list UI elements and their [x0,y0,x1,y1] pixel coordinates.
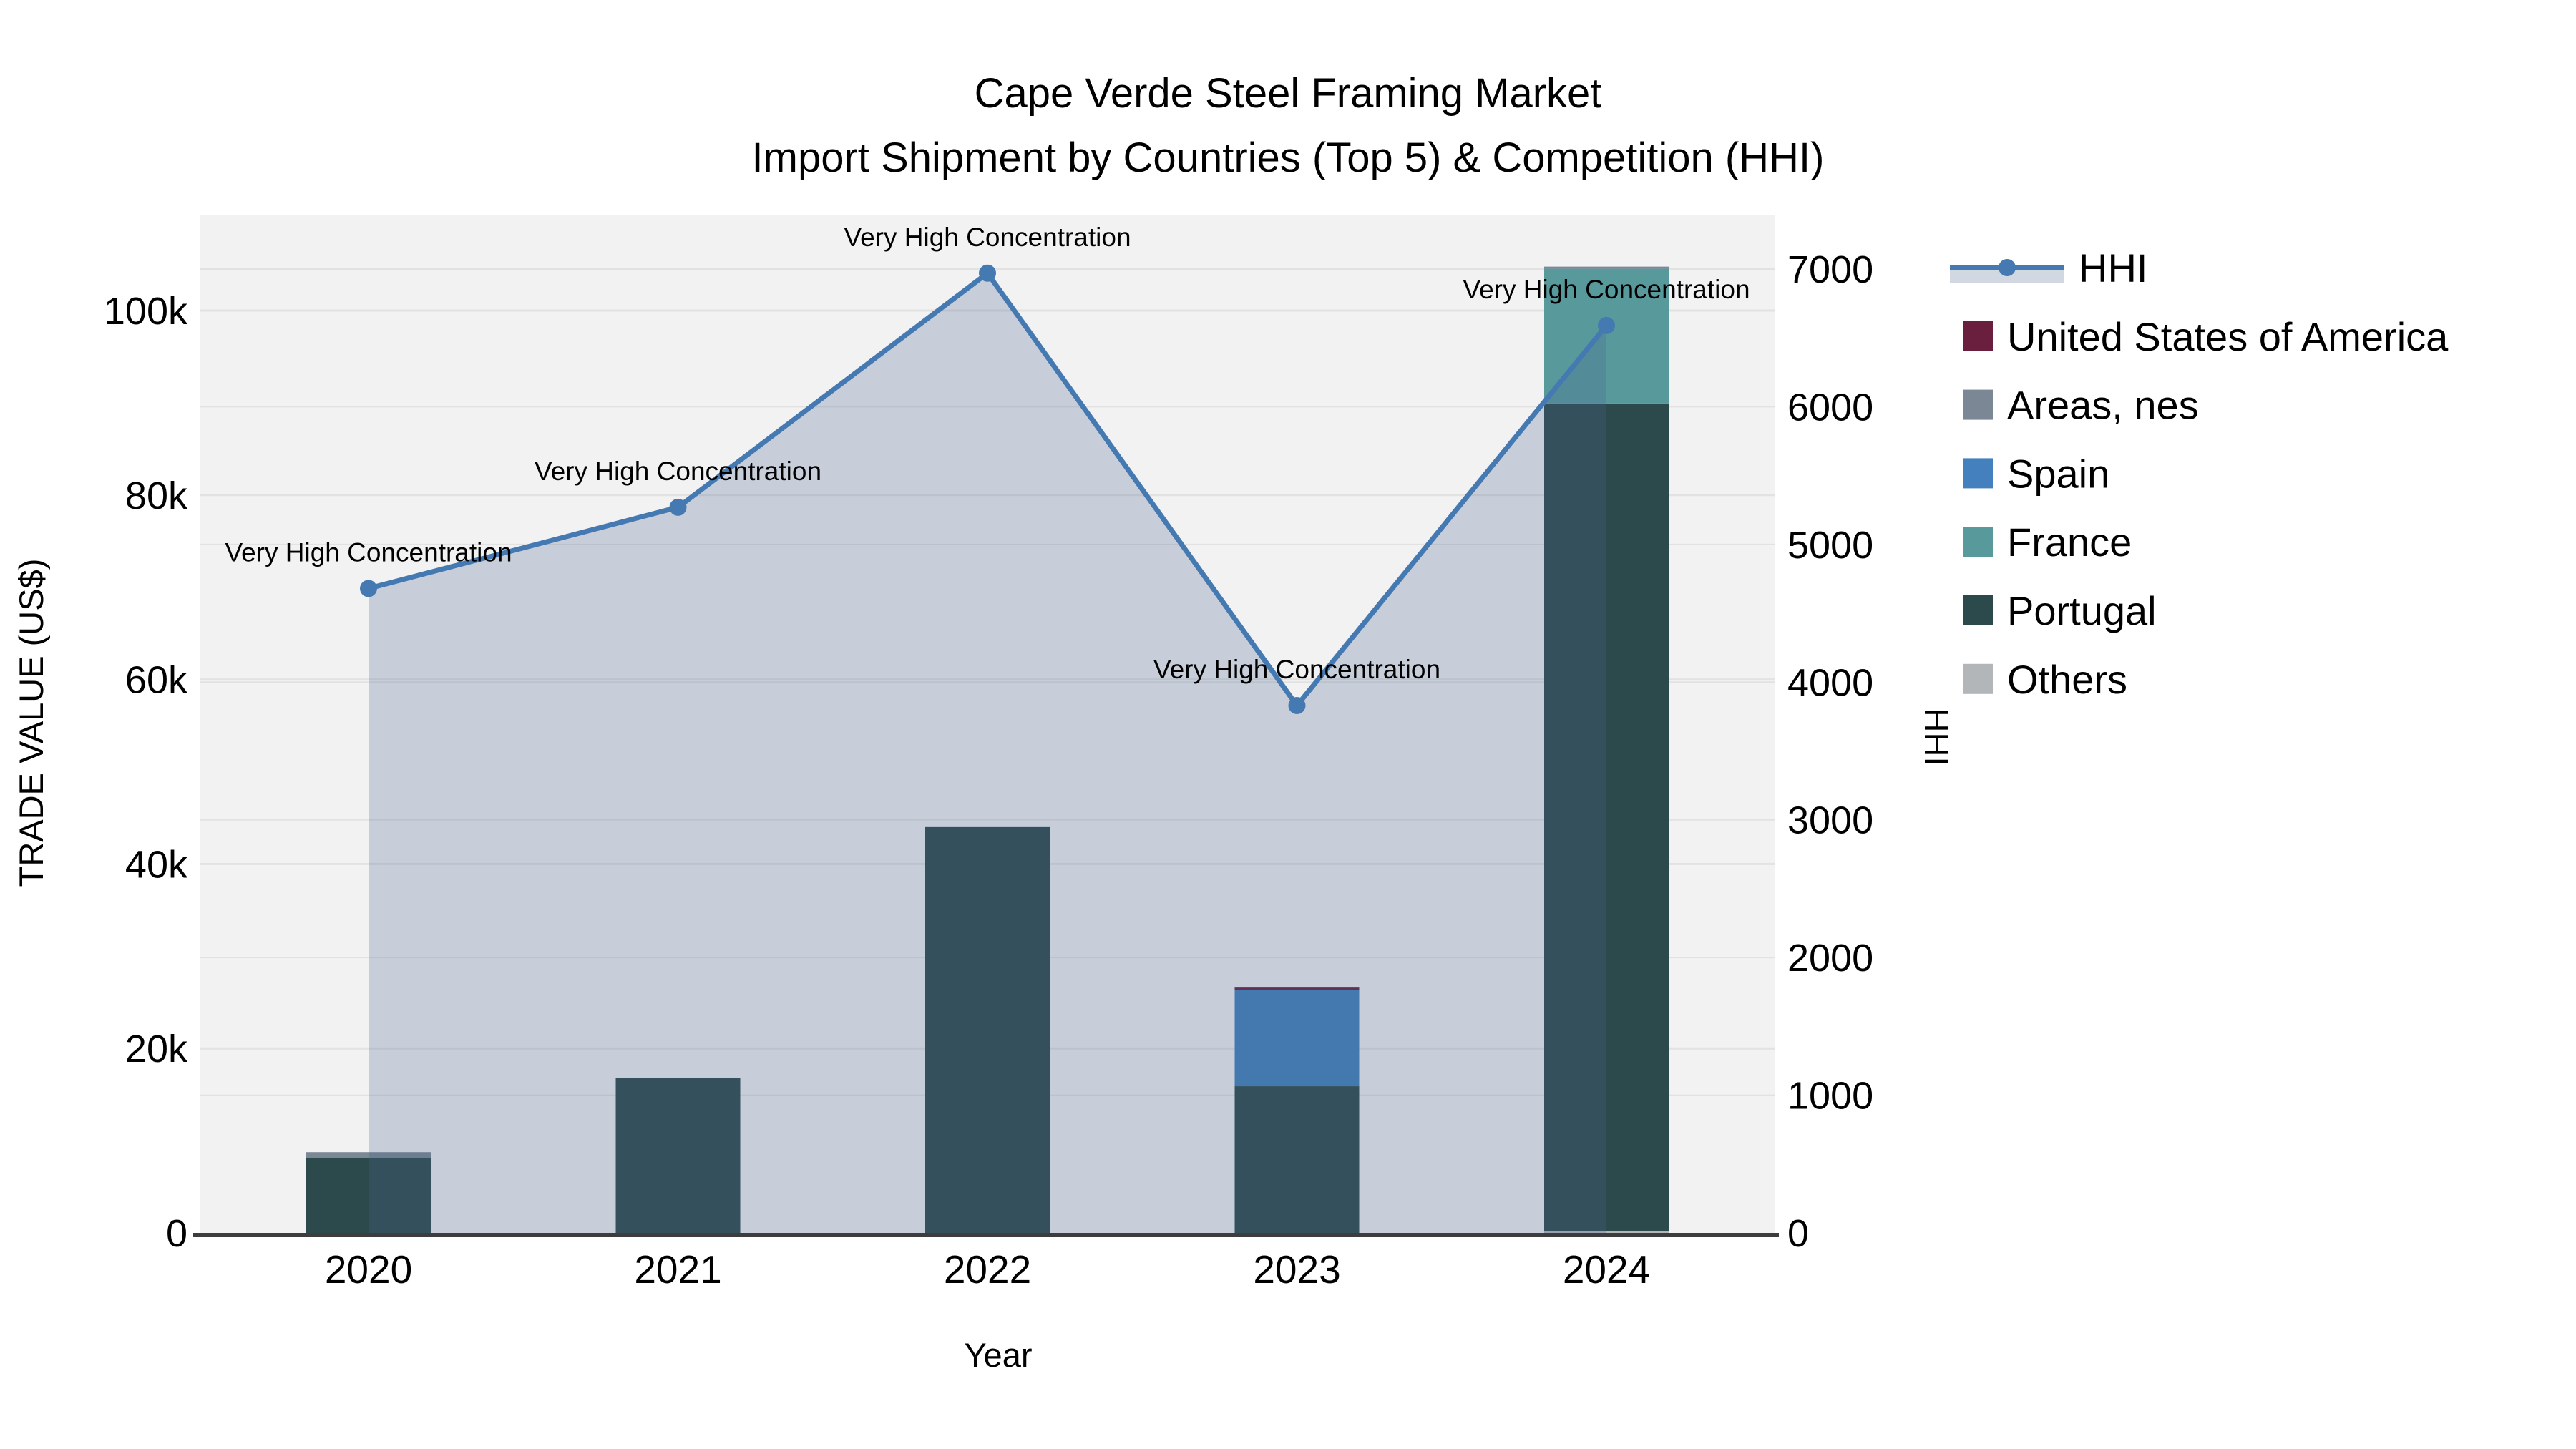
y-left-axis-title: TRADE VALUE (US$) [12,559,50,887]
annotation-2021: Very High Concentration [535,457,821,486]
legend-swatch [1963,663,1993,694]
y-right-tick-3000: 3000 [1787,799,1873,842]
bar-2024-others[interactable] [1544,1231,1669,1233]
legend-label: France [2007,519,2132,565]
y-right-tick-4000: 4000 [1787,661,1873,704]
y-left-tick-60k: 60k [125,659,188,702]
y-left-tick-100k: 100k [104,290,188,333]
x-axis-line [193,1233,1779,1237]
legend-item-united-states-of-america[interactable]: United States of America [1963,314,2449,359]
bar-2023-spain[interactable] [1234,990,1360,1087]
y-left-tick-80k: 80k [125,474,188,517]
legend-swatch [1963,527,1993,557]
legend-item-others[interactable]: Others [1963,657,2127,702]
y-right-tick-1000: 1000 [1787,1075,1873,1118]
legend-item-france[interactable]: France [1963,519,2132,565]
x-tick-2023: 2023 [1253,1247,1340,1292]
x-axis-title: Year [965,1336,1033,1374]
y-left-tick-20k: 20k [125,1028,188,1070]
left-axis-ticks: 0 20k 40k 60k 80k 100k [104,290,188,1255]
bar-2022-portugal[interactable] [925,826,1050,1233]
legend-swatch [1963,389,1993,420]
x-axis-ticks: 2020 2021 2022 2023 2024 [325,1247,1650,1292]
annotation-2024: Very High Concentration [1463,275,1750,304]
y-right-tick-2000: 2000 [1787,937,1873,980]
hhi-line[interactable] [360,264,1615,714]
legend: HHI United States of America Areas, nes Spa… [1950,245,2449,702]
bar-2023-portugal[interactable] [1234,1086,1360,1233]
legend-label: Others [2007,657,2127,702]
y-right-tick-6000: 6000 [1787,386,1873,429]
hhi-point-2022[interactable] [979,264,996,282]
legend-swatch [1963,595,1993,625]
legend-item-spain[interactable]: Spain [1963,451,2109,496]
hhi-point-2021[interactable] [669,498,687,516]
chart-title-line1: Cape Verde Steel Framing Market [975,70,1602,117]
bar-2020-areas-nes[interactable] [306,1152,431,1158]
bar-2020-portugal[interactable] [306,1158,431,1233]
y-left-tick-40k: 40k [125,843,188,886]
stacked-bars[interactable] [306,266,1669,1233]
bar-2024-areas-nes[interactable] [1544,266,1669,269]
y-right-tick-5000: 5000 [1787,524,1873,567]
y-right-tick-7000: 7000 [1787,248,1873,291]
annotation-2023: Very High Concentration [1153,655,1440,684]
right-axis-ticks: 0 1000 2000 3000 4000 5000 6000 7000 [1787,248,1873,1255]
x-tick-2024: 2024 [1563,1247,1650,1292]
x-tick-2022: 2022 [944,1247,1031,1292]
legend-item-areas-nes[interactable]: Areas, nes [1963,383,2199,428]
annotation-2022: Very High Concentration [844,223,1131,252]
hhi-point-2020[interactable] [360,580,377,597]
bar-2024-portugal[interactable] [1544,403,1669,1231]
legend-item-hhi[interactable]: HHI [1950,245,2147,291]
legend-item-portugal[interactable]: Portugal [1963,588,2157,633]
legend-label: Portugal [2007,588,2157,633]
legend-label: HHI [2079,245,2147,291]
x-tick-2021: 2021 [634,1247,721,1292]
legend-hhi-marker [1999,259,2016,276]
y-left-tick-0: 0 [166,1212,187,1255]
annotations: Very High Concentration Very High Concent… [225,223,1750,684]
chart-title-line2: Import Shipment by Countries (Top 5) & C… [752,135,1825,181]
legend-swatch [1963,321,1993,351]
x-tick-2020: 2020 [325,1247,412,1292]
legend-swatch [1963,458,1993,489]
legend-label: Areas, nes [2007,383,2199,428]
bar-2024-france[interactable] [1544,268,1669,404]
y-right-tick-0: 0 [1787,1212,1809,1255]
hhi-point-2024[interactable] [1598,316,1615,334]
bar-2021-portugal[interactable] [615,1078,741,1233]
legend-label: Spain [2007,451,2109,496]
hhi-point-2023[interactable] [1288,696,1306,714]
annotation-2020: Very High Concentration [225,537,512,567]
legend-label: United States of America [2007,314,2449,359]
bar-2023-united-states-of-america[interactable] [1234,987,1360,990]
y-right-axis-title: HHI [1918,708,1956,766]
